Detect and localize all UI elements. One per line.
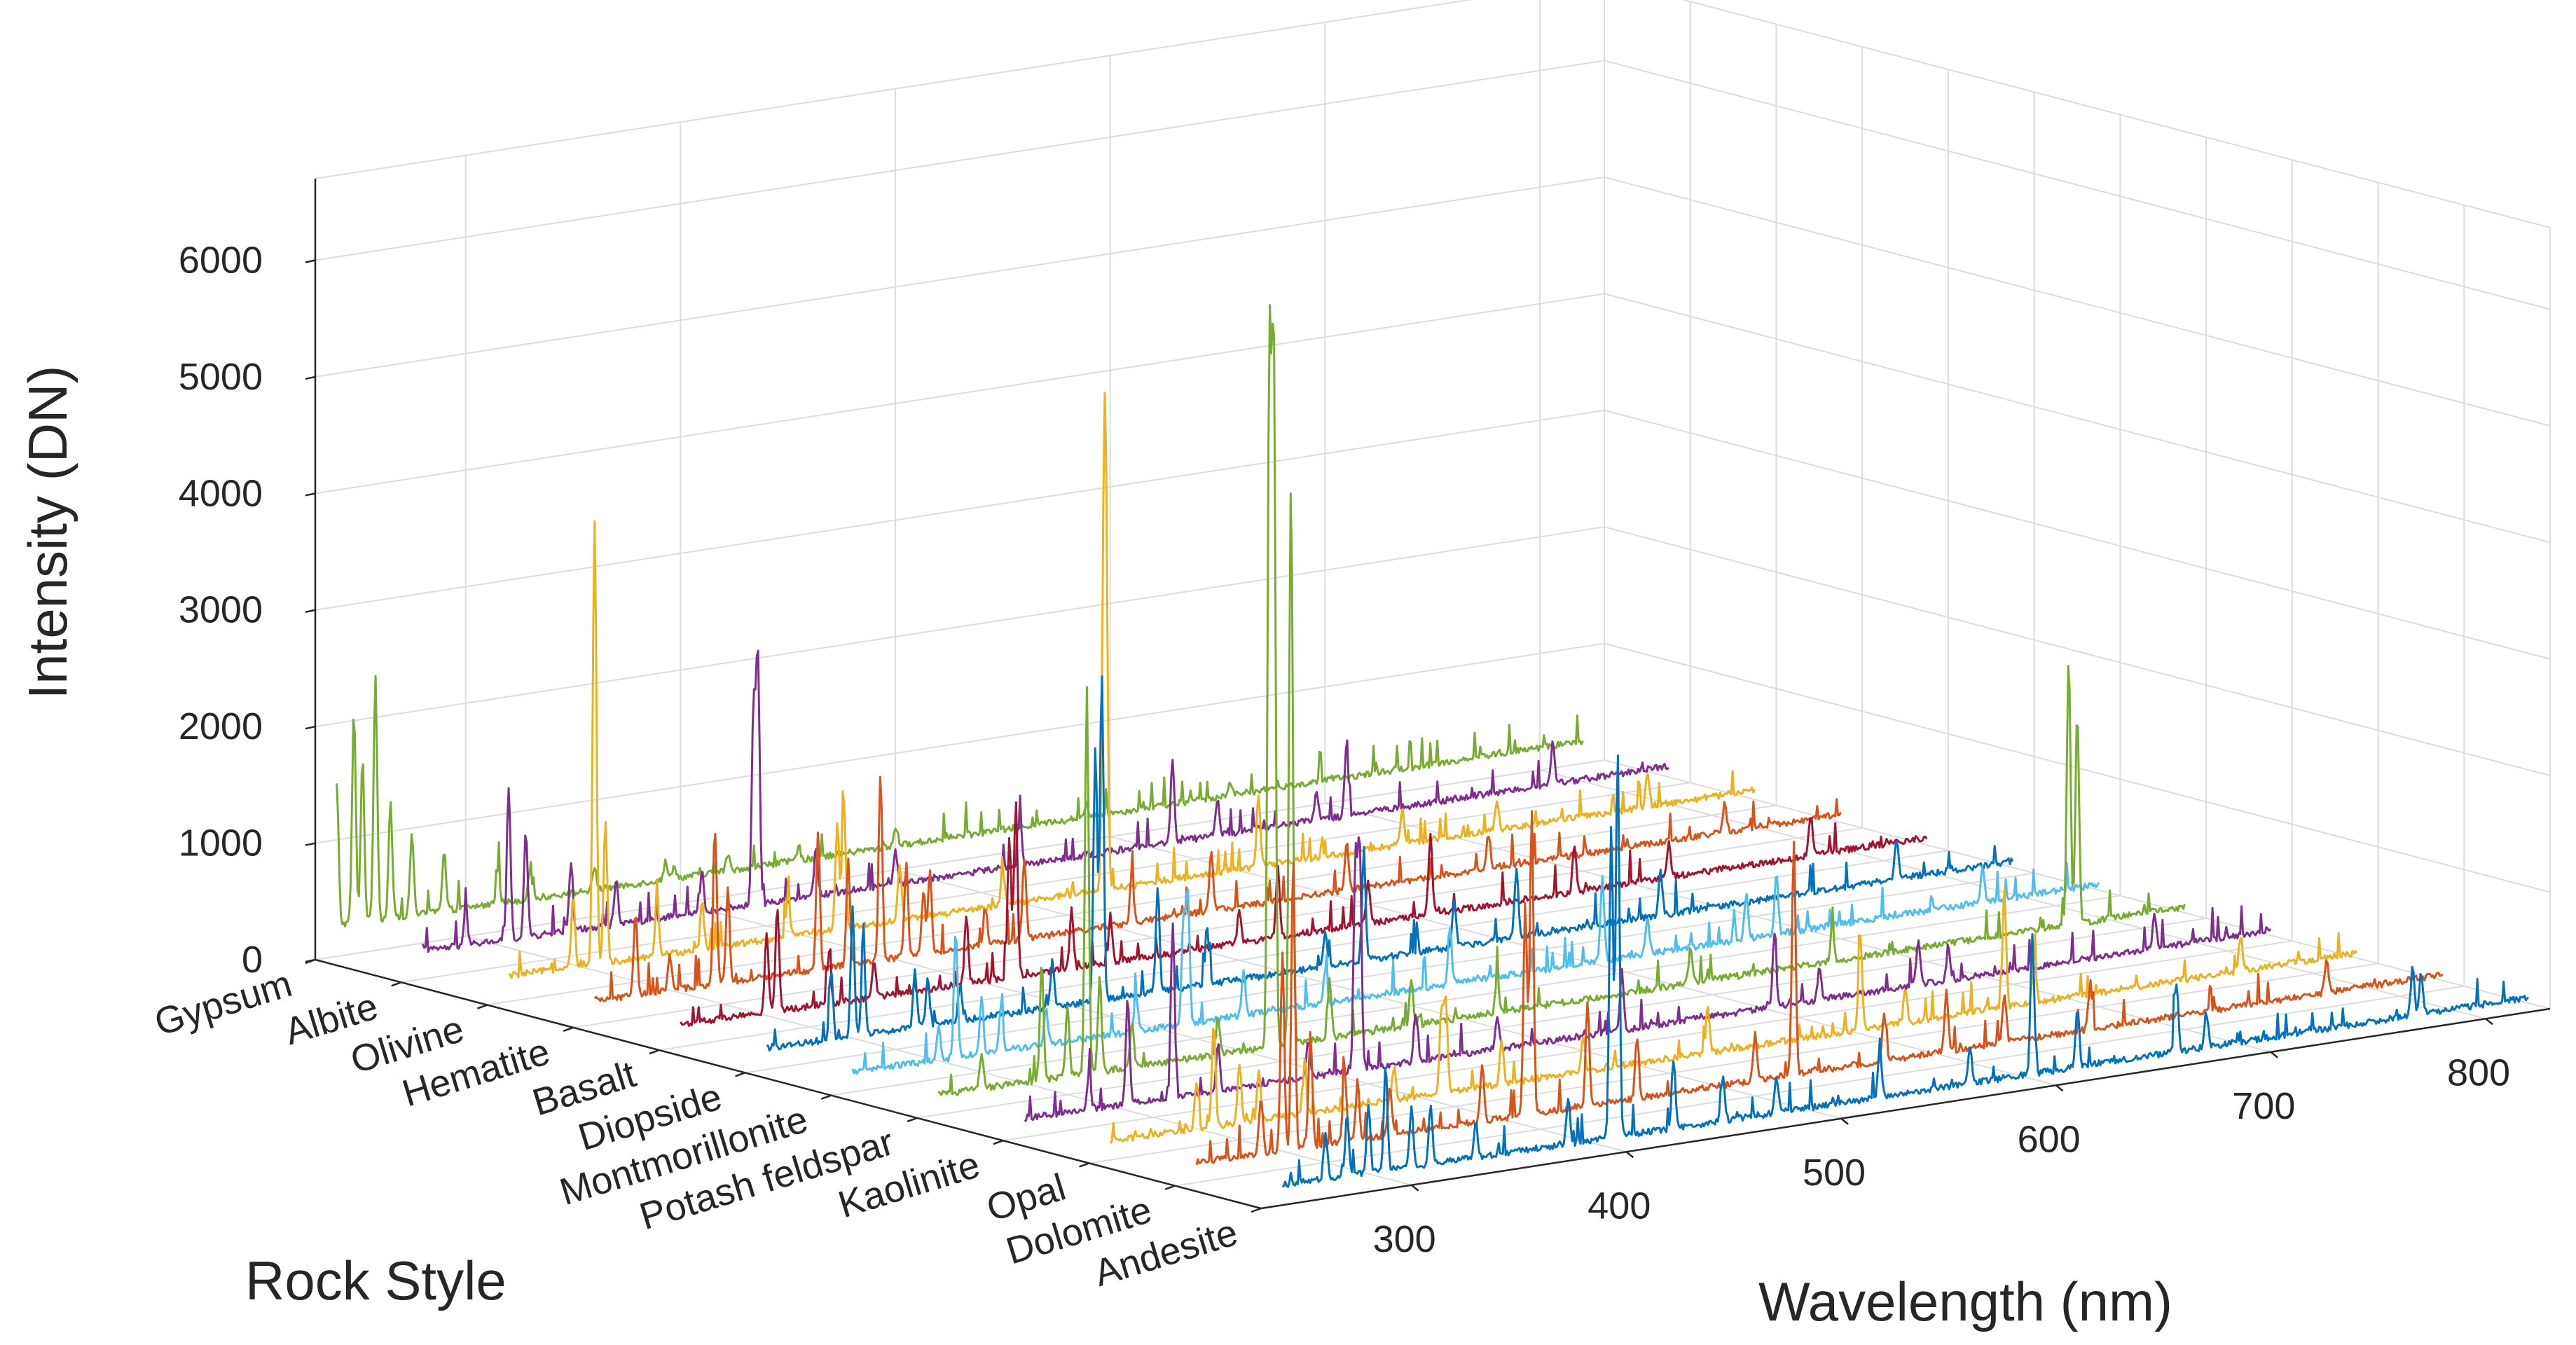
x-tick-mark bbox=[2270, 1051, 2279, 1058]
y-axis-title: Rock Style bbox=[245, 1250, 507, 1311]
x-axis-title: Wavelength (nm) bbox=[1758, 1271, 2172, 1332]
spectrum-line-diopside bbox=[766, 675, 2014, 1052]
category-tick-mark bbox=[305, 958, 316, 965]
label-layer: Intensity (DN) Rock Style Wavelength (nm… bbox=[17, 239, 2510, 1332]
spectrum-line-olivine bbox=[508, 392, 1756, 979]
grid-line bbox=[1089, 963, 2378, 1164]
z-tick-mark bbox=[305, 842, 316, 846]
z-tick-label: 3000 bbox=[179, 589, 263, 631]
category-tick-mark bbox=[1079, 1162, 1089, 1168]
grid-line bbox=[315, 60, 2551, 310]
grid-line bbox=[315, 526, 2551, 777]
grid-line bbox=[465, 935, 1412, 1186]
spectrum-line-andesite bbox=[1281, 754, 2529, 1188]
x-tick-mark bbox=[2055, 1084, 2064, 1092]
category-tick-label: Gypsum bbox=[150, 963, 297, 1044]
grid-line bbox=[401, 782, 1690, 984]
spectrum-line-opal bbox=[1109, 888, 2358, 1145]
x-tick-label: 300 bbox=[1373, 1218, 1436, 1260]
z-axis-title: Intensity (DN) bbox=[17, 366, 78, 700]
z-tick-label: 2000 bbox=[179, 705, 263, 747]
category-tick-mark bbox=[391, 981, 402, 987]
grid-line bbox=[895, 869, 1842, 1119]
grid-line bbox=[315, 409, 2551, 660]
grid-line bbox=[1003, 940, 2292, 1142]
category-tick-mark bbox=[1164, 1185, 1176, 1190]
spectrum-line-kaolinite bbox=[1024, 836, 2272, 1122]
grid-line bbox=[745, 872, 2034, 1074]
category-tick-mark bbox=[993, 1140, 1004, 1145]
spectrum-line-montmorillonite bbox=[851, 862, 2100, 1075]
grid-line bbox=[487, 804, 1777, 1006]
x-tick-mark bbox=[2485, 1018, 2493, 1026]
x-axis-line bbox=[1260, 1007, 2551, 1210]
z-tick-label: 4000 bbox=[179, 472, 263, 514]
axis-layer bbox=[305, 179, 2551, 1213]
grid-line bbox=[1539, 769, 2486, 1020]
x-tick-mark bbox=[1840, 1117, 1849, 1125]
category-axis-line bbox=[315, 958, 1262, 1210]
grid-line bbox=[659, 850, 1949, 1051]
grid-line bbox=[315, 293, 2551, 544]
z-tick-label: 1000 bbox=[179, 822, 263, 864]
z-tick-mark bbox=[305, 375, 316, 380]
x-tick-label: 500 bbox=[1803, 1152, 1866, 1194]
category-tick-mark bbox=[563, 1026, 574, 1032]
grid-line bbox=[315, 0, 2551, 228]
x-tick-label: 800 bbox=[2447, 1051, 2510, 1094]
category-tick-mark bbox=[1251, 1207, 1262, 1213]
z-tick-mark bbox=[305, 492, 316, 497]
spectrum-line-dolomite bbox=[1195, 810, 2444, 1166]
z-tick-mark bbox=[305, 609, 316, 613]
z-tick-mark bbox=[305, 725, 316, 730]
x-tick-label: 400 bbox=[1587, 1185, 1651, 1227]
category-tick-mark bbox=[820, 1094, 832, 1100]
category-tick-mark bbox=[477, 1004, 488, 1009]
spectrum-line-hematite bbox=[593, 775, 1842, 1002]
spectrum-line-gypsum bbox=[336, 675, 1584, 927]
z-tick-label: 0 bbox=[242, 939, 263, 981]
grid-line bbox=[315, 176, 2551, 427]
spectrum-line-potash-feldspar bbox=[937, 304, 2186, 1096]
x-tick-mark bbox=[1410, 1184, 1419, 1192]
spectrum-line-albite bbox=[421, 649, 1670, 953]
z-tick-label: 6000 bbox=[179, 239, 263, 281]
x-tick-mark bbox=[1625, 1151, 1634, 1159]
x-tick-label: 700 bbox=[2232, 1085, 2295, 1127]
category-tick-mark bbox=[649, 1049, 660, 1055]
category-tick-mark bbox=[735, 1072, 746, 1077]
z-tick-label: 5000 bbox=[179, 356, 263, 398]
grid-layer bbox=[315, 0, 2551, 1209]
x-tick-label: 600 bbox=[2018, 1118, 2081, 1160]
grid-line bbox=[573, 827, 1863, 1028]
z-tick-mark bbox=[305, 259, 316, 263]
grid-line bbox=[1325, 802, 2271, 1053]
category-tick-mark bbox=[907, 1117, 918, 1123]
spectrum-line-basalt bbox=[680, 801, 1928, 1027]
series-layer bbox=[336, 304, 2529, 1188]
